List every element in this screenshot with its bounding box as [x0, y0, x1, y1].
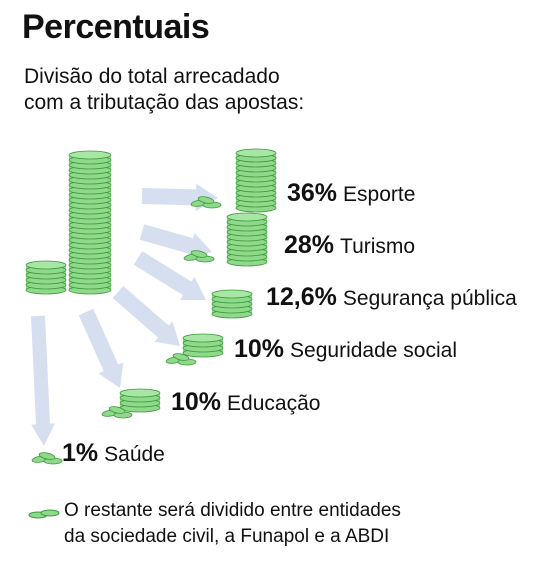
category-label-educacao: Educação [227, 392, 320, 415]
loose-coins-seguridade-social [165, 353, 197, 366]
arrow-educacao [78, 308, 124, 388]
arrow-seguridade-social [112, 285, 180, 346]
coin-stack-esporte [235, 148, 277, 213]
label-esporte: 36% Esporte [287, 179, 415, 207]
value-label-seguridade-social: 10% [234, 335, 284, 363]
footnote-line-1: O restante será dividido entre entidades [64, 500, 401, 521]
source-coin-stacks [25, 150, 112, 295]
category-label-saude: Saúde [104, 443, 165, 466]
category-label-seguridade-social: Seguridade social [290, 339, 457, 362]
subtitle-line-1: Divisão do total arrecadado [24, 65, 280, 88]
arrow-seguranca-publica [133, 251, 206, 301]
value-label-turismo: 28% [284, 231, 334, 259]
coin-stack-seguridade-social [182, 333, 224, 358]
loose-coins-esporte [190, 196, 222, 209]
category-label-turismo: Turismo [340, 235, 415, 258]
category-label-esporte: Esporte [343, 183, 415, 206]
label-seguridade-social: 10% Seguridade social [234, 335, 457, 363]
source-tall-stack [68, 150, 112, 295]
coin-pile-icon [28, 506, 62, 525]
label-seguranca-publica: 12,6% Segurança pública [266, 283, 517, 311]
loose-coins-turismo [183, 250, 215, 263]
chart-subtitle: Divisão do total arrecadado com a tribut… [24, 64, 384, 116]
label-saude: 1% Saúde [62, 439, 165, 467]
footnote: O restante será dividido entre entidades… [64, 498, 504, 550]
value-label-seguranca-publica: 12,6% [266, 283, 337, 311]
coin-stack-turismo [226, 212, 268, 267]
label-turismo: 28% Turismo [284, 231, 415, 259]
value-label-esporte: 36% [287, 179, 337, 207]
subtitle-line-2: com a tributação das apostas: [24, 91, 305, 114]
arrow-saude [31, 315, 55, 446]
value-label-educacao: 10% [171, 388, 221, 416]
chart-title: Percentuais [22, 8, 210, 46]
coin-stack-educacao [119, 388, 161, 413]
loose-coins-educacao [101, 406, 133, 419]
source-small-stack [25, 260, 67, 295]
coin-stack-seguranca-publica [211, 289, 253, 319]
label-educacao: 10% Educação [171, 388, 320, 416]
loose-coins-saude [31, 452, 63, 465]
value-label-saude: 1% [62, 439, 98, 467]
footnote-line-2: da sociedade civil, a Funapol e a ABDI [64, 526, 390, 547]
category-label-seguranca-publica: Segurança pública [343, 287, 517, 310]
chart-marks: 36% Esporte 28% Turismo 12,6% Segurança públi… [31, 148, 517, 467]
